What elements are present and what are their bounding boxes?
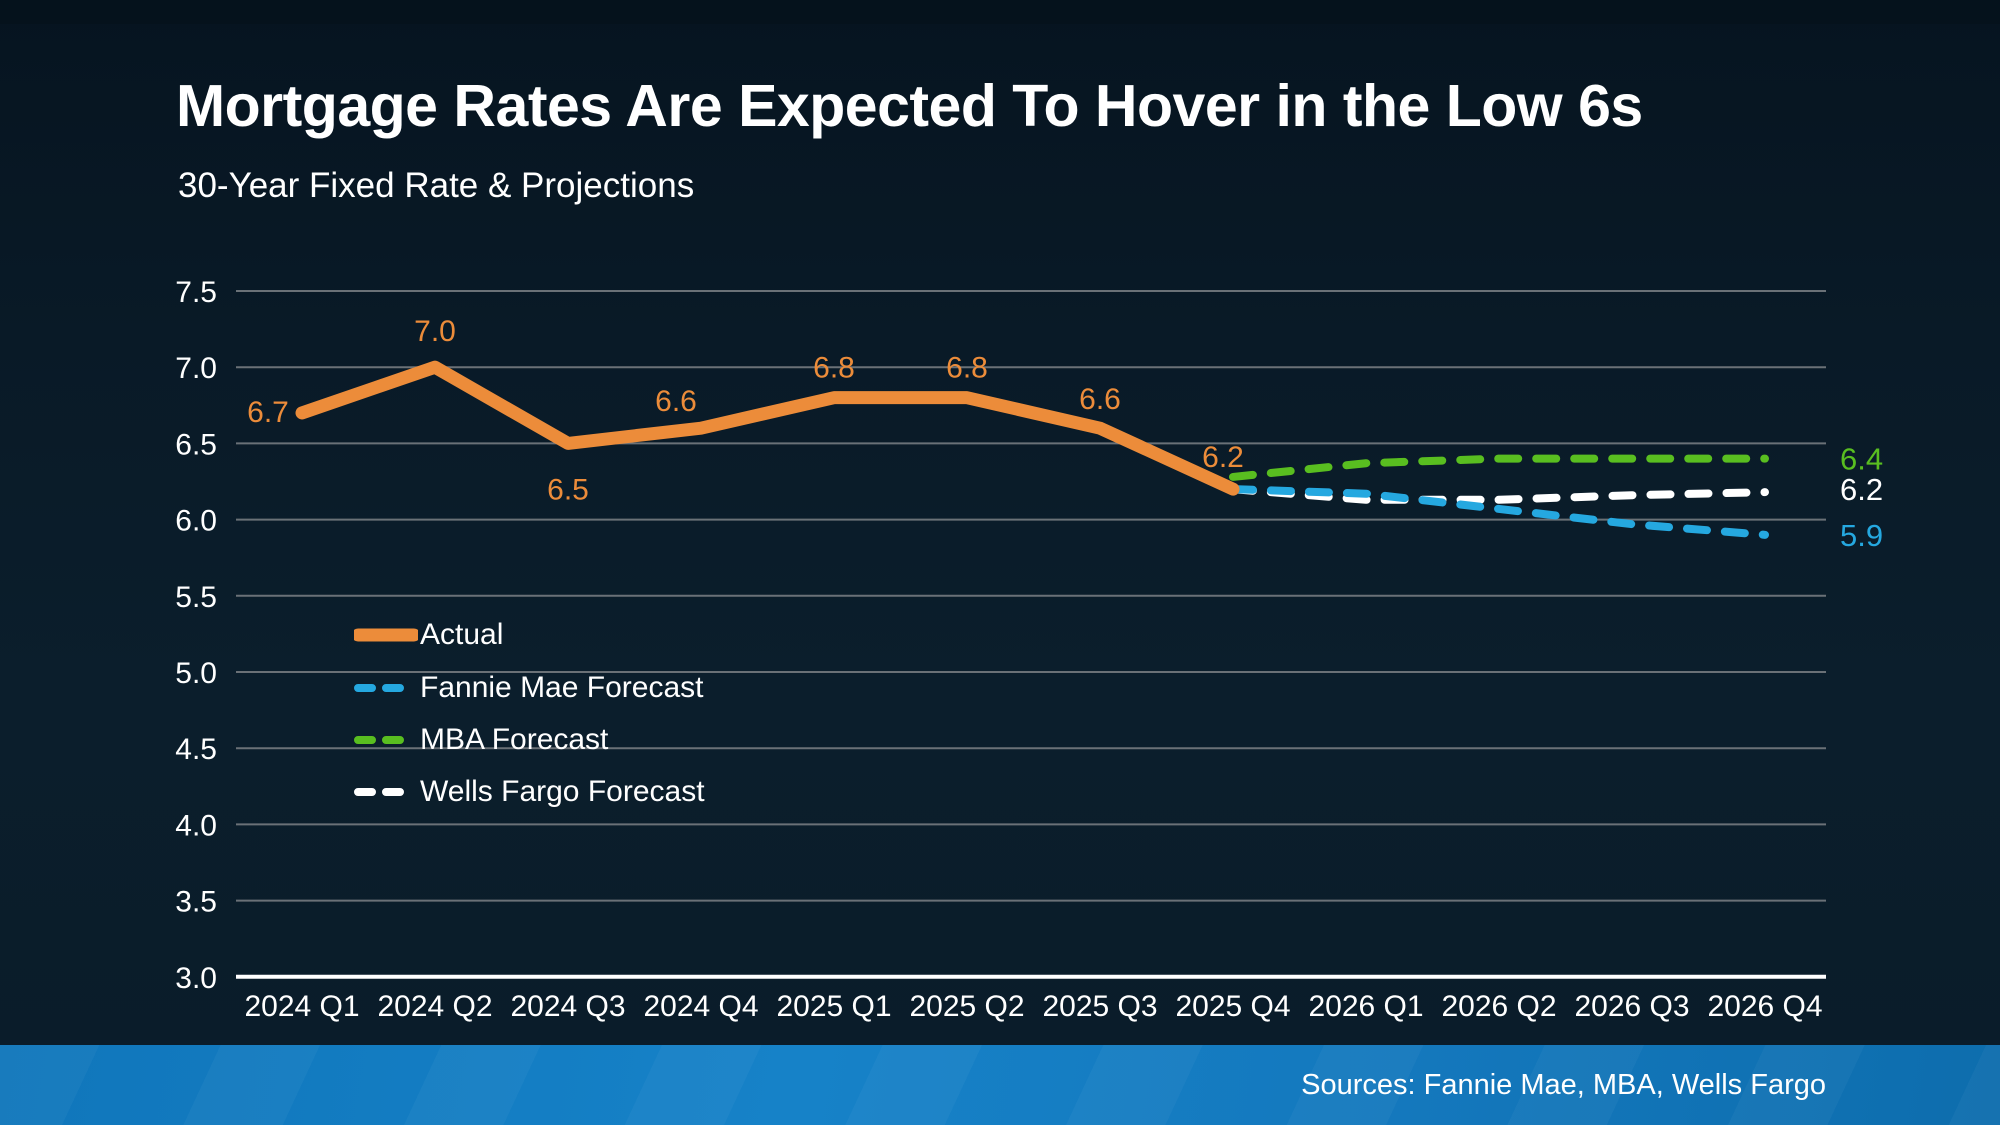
data-label-actual-2024-q1: 6.7 (247, 396, 289, 429)
y-tick-label-5.5: 5.5 (175, 581, 217, 614)
data-label-actual-2024-q4: 6.6 (655, 385, 697, 418)
legend-swatch-line-mba-forecast (354, 736, 418, 744)
series-line-wells-fargo-forecast (1229, 485, 1769, 504)
end-label-fannie-mae-forecast: 5.9 (1840, 518, 1883, 553)
legend-item-wells-fargo-forecast: Wells Fargo Forecast (354, 774, 705, 810)
x-tick-label-2024-q2: 2024 Q2 (377, 990, 492, 1023)
x-tick-label-2026-q1: 2026 Q1 (1308, 990, 1423, 1023)
y-tick-label-3.0: 3.0 (175, 962, 217, 995)
x-tick-label-2026-q2: 2026 Q2 (1441, 990, 1556, 1023)
x-tick-label-2025-q2: 2025 Q2 (909, 990, 1024, 1023)
x-tick-label-2024-q1: 2024 Q1 (244, 990, 359, 1023)
slide-subtitle: 30-Year Fixed Rate & Projections (178, 166, 695, 205)
legend-item-mba-forecast: MBA Forecast (354, 722, 608, 758)
slide-title: Mortgage Rates Are Expected To Hover in … (176, 73, 1643, 139)
footer-bar: Sources: Fannie Mae, MBA, Wells Fargo (0, 1045, 2000, 1125)
y-tick-label-6.5: 6.5 (175, 428, 217, 461)
legend-label-wells-fargo-forecast: Wells Fargo Forecast (420, 775, 705, 808)
data-label-actual-2024-q3: 6.5 (547, 473, 589, 506)
data-label-actual-2025-q2: 6.8 (946, 352, 988, 385)
y-tick-label-4.5: 4.5 (175, 733, 217, 766)
legend-item-fannie-mae-forecast: Fannie Mae Forecast (354, 670, 703, 706)
legend-label-actual: Actual (420, 618, 504, 651)
x-tick-label-2025-q4: 2025 Q4 (1175, 990, 1290, 1023)
legend-label-mba-forecast: MBA Forecast (420, 723, 609, 756)
x-tick-label-2024-q3: 2024 Q3 (510, 990, 625, 1023)
legend-item-actual: Actual (354, 617, 503, 653)
data-label-actual-2025-q1: 6.8 (813, 352, 855, 385)
x-tick-label-2025-q3: 2025 Q3 (1042, 990, 1157, 1023)
y-tick-label-7.0: 7.0 (175, 352, 217, 385)
data-label-actual-2025-q3: 6.6 (1079, 383, 1121, 416)
y-tick-label-7.5: 7.5 (175, 276, 217, 309)
x-tick-label-2024-q4: 2024 Q4 (643, 990, 758, 1023)
y-tick-label-3.5: 3.5 (175, 886, 217, 919)
series-line-actual (295, 360, 1240, 496)
x-tick-label-2026-q4: 2026 Q4 (1707, 990, 1822, 1023)
y-tick-label-5.0: 5.0 (175, 657, 217, 690)
x-tick-label-2025-q1: 2025 Q1 (776, 990, 891, 1023)
end-label-wells-fargo-forecast: 6.2 (1840, 472, 1883, 507)
source-text: Sources: Fannie Mae, MBA, Wells Fargo (1301, 1069, 1826, 1101)
end-label-mba-forecast: 6.4 (1840, 442, 1883, 477)
x-tick-label-2026-q3: 2026 Q3 (1574, 990, 1689, 1023)
legend-swatch-line-fannie-mae-forecast (354, 684, 418, 692)
data-label-actual-2024-q2: 7.0 (414, 315, 456, 348)
series-line-fannie-mae-forecast (1229, 485, 1769, 539)
legend-swatch-line-wells-fargo-forecast (354, 788, 418, 796)
top-strip (0, 0, 2000, 24)
y-tick-label-6.0: 6.0 (175, 505, 217, 538)
y-tick-label-4.0: 4.0 (175, 809, 217, 842)
series-line-mba-forecast (1229, 454, 1769, 481)
data-label-actual-2025-q4: 6.2 (1202, 441, 1244, 474)
legend-label-fannie-mae-forecast: Fannie Mae Forecast (420, 671, 704, 704)
legend-swatch-line-actual (354, 628, 418, 642)
